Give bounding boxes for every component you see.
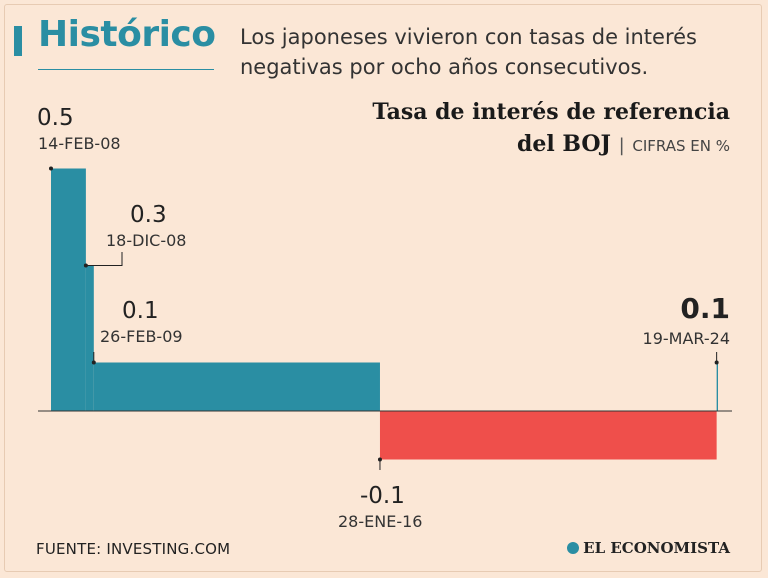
accent-bar xyxy=(14,26,22,56)
section-title: Histórico xyxy=(38,14,216,55)
date-label-4: 19-MAR-24 xyxy=(643,329,730,348)
frame xyxy=(4,4,762,572)
date-label-1: 18-DIC-08 xyxy=(106,231,186,250)
date-label-2: 26-FEB-09 xyxy=(100,327,183,346)
value-label-0: 0.5 xyxy=(37,105,74,131)
step-segment-3 xyxy=(379,411,717,460)
date-label-3: 28-ENE-16 xyxy=(338,512,422,531)
chart-title-line2-row: del BOJ | CIFRAS EN % xyxy=(372,128,730,162)
step-segment-4 xyxy=(716,362,718,411)
chart-title: Tasa de interés de referencia del BOJ | … xyxy=(372,96,730,162)
brand-logo: EL ECONOMISTA xyxy=(567,539,730,557)
logo-icon xyxy=(567,542,580,554)
title-rule xyxy=(38,69,214,70)
point-marker-0 xyxy=(49,166,53,171)
value-label-3: -0.1 xyxy=(360,483,405,509)
step-segment-2 xyxy=(93,362,380,411)
value-label-4: 0.1 xyxy=(680,292,730,325)
source-note: FUENTE: INVESTING.COM xyxy=(36,540,231,558)
subtitle: Los japoneses vivieron con tasas de inte… xyxy=(240,25,697,79)
value-label-2: 0.1 xyxy=(122,298,159,324)
leader-line-1 xyxy=(85,252,123,266)
chart-title-separator: | xyxy=(618,135,625,156)
chart-title-line1: Tasa de interés de referencia xyxy=(372,99,730,125)
chart-title-line2: del BOJ xyxy=(516,131,611,157)
chart-unit: CIFRAS EN % xyxy=(632,137,730,155)
date-label-0: 14-FEB-08 xyxy=(38,134,121,153)
value-label-1: 0.3 xyxy=(130,202,167,228)
step-segment-1 xyxy=(85,265,94,411)
logo-text: EL ECONOMISTA xyxy=(583,539,730,557)
step-segment-0 xyxy=(51,168,86,411)
